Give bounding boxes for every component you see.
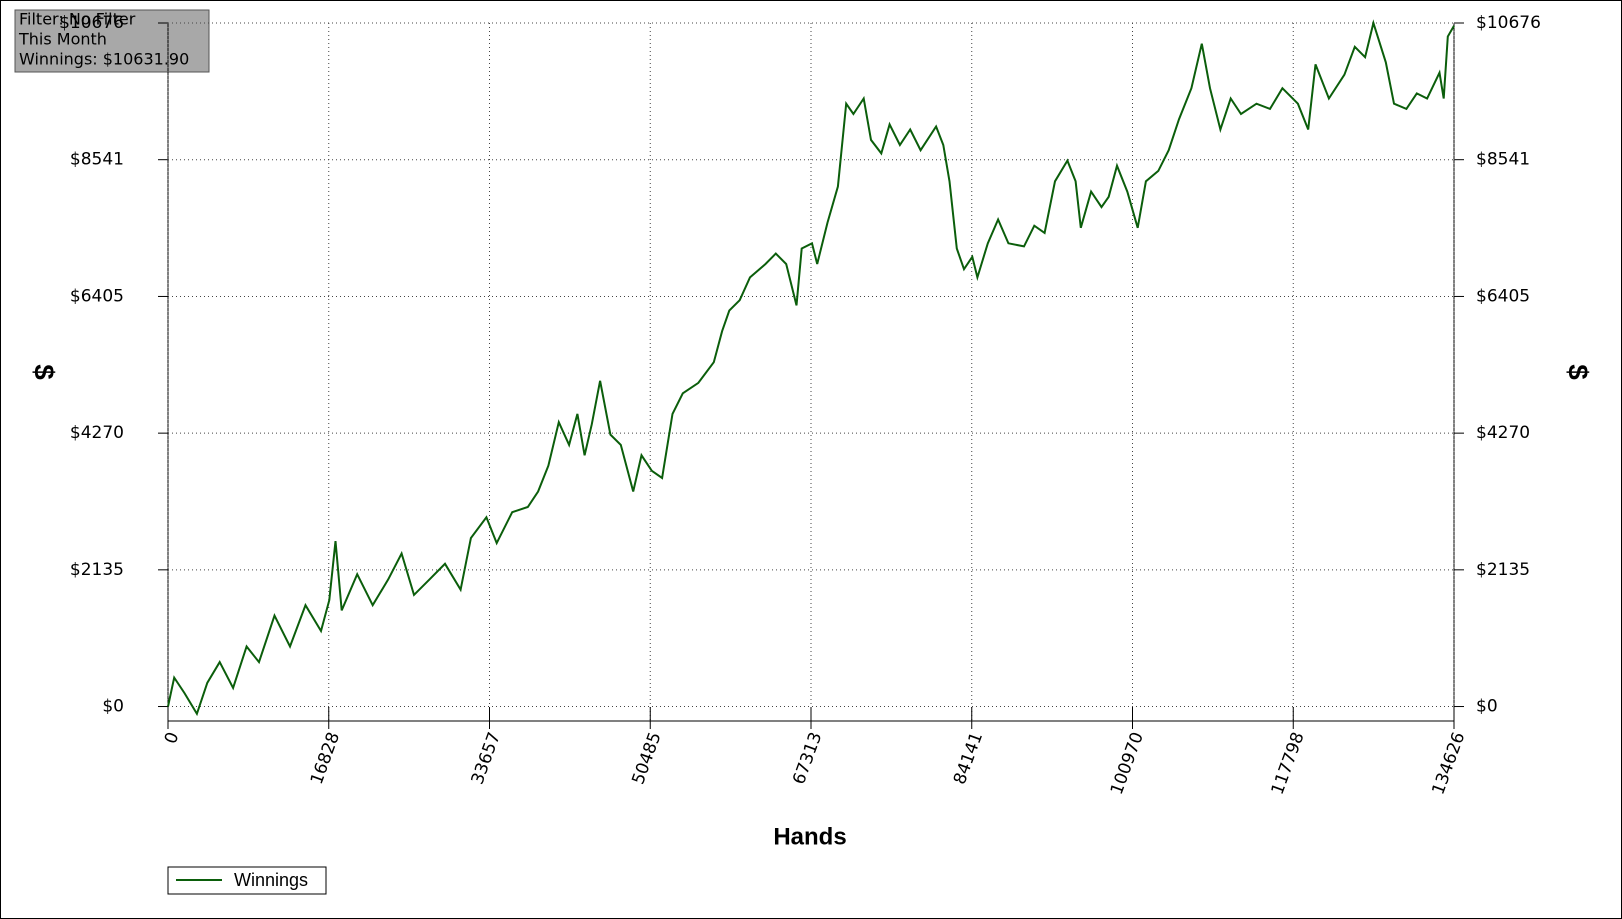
y-tick-label: $10676 (59, 13, 124, 33)
y-tick-label: $8541 (70, 150, 124, 170)
y2-tick-label: $0 (1476, 697, 1498, 717)
info-text: Filter: No Filter (19, 10, 136, 29)
y2-tick-label: $10676 (1476, 13, 1541, 33)
y-tick-label: $4270 (70, 423, 124, 443)
info-box (14, 9, 210, 73)
legend-label: Winnings (234, 870, 308, 890)
line-series (167, 19, 1455, 717)
y2-axis-label: $ (1563, 364, 1594, 380)
y-tick-label: $6405 (70, 286, 124, 306)
y-tick-label: $2135 (70, 560, 124, 580)
info-text: This Month (18, 30, 107, 49)
y-tick-label: $0 (102, 697, 124, 717)
y2-tick-label: $4270 (1476, 423, 1530, 443)
x-axis-label: Hands (773, 823, 846, 850)
info-text: Winnings: $10631.90 (19, 50, 189, 69)
y-axis-label: $ (29, 364, 60, 380)
y2-tick-label: $6405 (1476, 286, 1530, 306)
y2-tick-label: $8541 (1476, 150, 1530, 170)
y2-tick-label: $2135 (1476, 560, 1530, 580)
